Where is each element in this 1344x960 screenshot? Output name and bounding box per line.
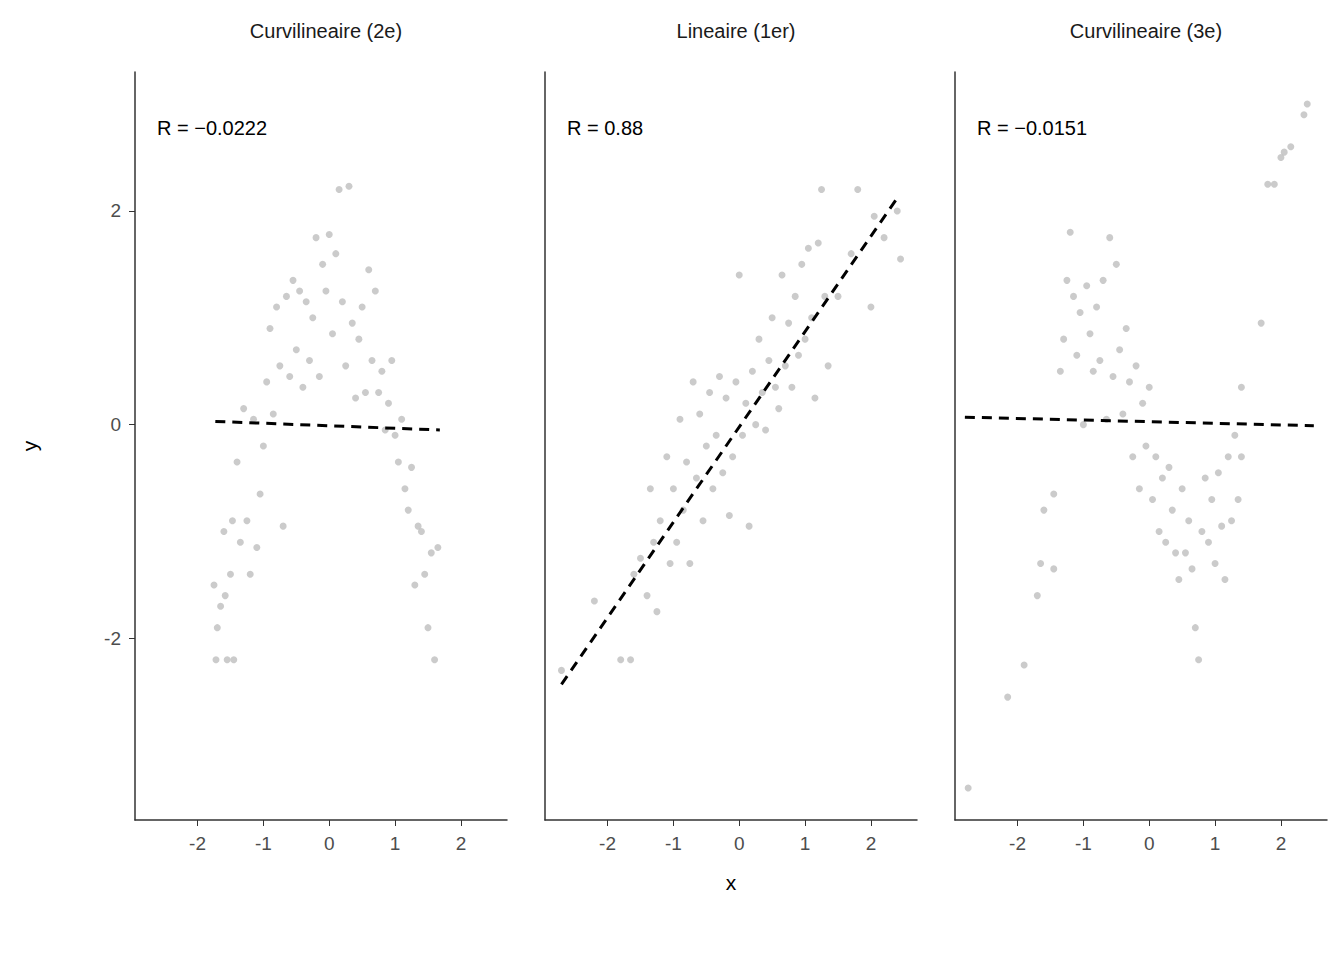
svg-text:2: 2 [110,200,121,221]
svg-text:R = 0.88: R = 0.88 [567,117,643,139]
svg-text:1: 1 [800,833,811,854]
svg-text:-1: -1 [255,833,272,854]
svg-text:0: 0 [110,414,121,435]
svg-text:-2: -2 [1009,833,1026,854]
svg-text:Curvilineaire (3e): Curvilineaire (3e) [1070,20,1222,42]
svg-text:x: x [726,871,737,894]
svg-text:0: 0 [1144,833,1155,854]
svg-text:0: 0 [734,833,745,854]
svg-text:y: y [18,440,41,451]
svg-text:R = −0.0151: R = −0.0151 [977,117,1087,139]
svg-text:1: 1 [1210,833,1221,854]
svg-text:-1: -1 [1075,833,1092,854]
svg-text:-2: -2 [189,833,206,854]
svg-text:1: 1 [390,833,401,854]
svg-text:R = −0.0222: R = −0.0222 [157,117,267,139]
svg-text:2: 2 [456,833,467,854]
svg-text:2: 2 [866,833,877,854]
svg-text:-1: -1 [665,833,682,854]
svg-text:Curvilineaire (2e): Curvilineaire (2e) [250,20,402,42]
svg-text:0: 0 [324,833,335,854]
svg-text:-2: -2 [104,628,121,649]
svg-text:-2: -2 [599,833,616,854]
svg-text:Lineaire (1er): Lineaire (1er) [677,20,796,42]
svg-text:2: 2 [1276,833,1287,854]
